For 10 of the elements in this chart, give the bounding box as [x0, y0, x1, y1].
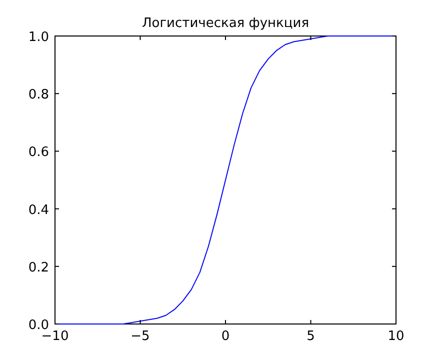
y-tick-label: 0.8 [28, 88, 49, 103]
y-tick-label: 0.2 [28, 260, 49, 276]
x-tick-label: 0 [221, 329, 230, 344]
x-tick-label: −5 [130, 329, 150, 344]
x-tick-label: 10 [388, 329, 404, 344]
chart-title: Логистическая функция [142, 16, 310, 31]
y-tick-label: 1.0 [28, 30, 49, 45]
x-tick-label: 5 [306, 329, 315, 344]
y-tick-label: 0.6 [28, 145, 49, 160]
y-tick-label: 0.4 [28, 202, 49, 218]
